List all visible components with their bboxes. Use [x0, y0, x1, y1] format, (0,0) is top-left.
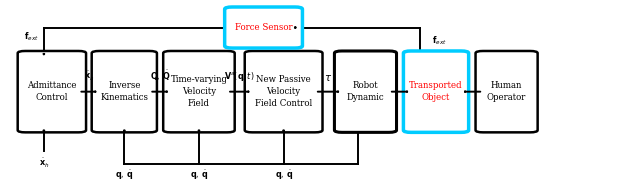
Text: Time-varying
Velocity
Field: Time-varying Velocity Field	[170, 75, 227, 108]
Text: Transported
Object: Transported Object	[409, 81, 463, 102]
Text: Admittance
Control: Admittance Control	[27, 81, 77, 102]
Text: $\dot{\mathbf{x}}_{a}$: $\dot{\mathbf{x}}_{a}$	[84, 69, 94, 82]
Text: $\mathbf{q},\,\dot{\mathbf{q}}$: $\mathbf{q},\,\dot{\mathbf{q}}$	[115, 168, 133, 182]
Text: Inverse
Kinematics: Inverse Kinematics	[100, 81, 148, 102]
FancyBboxPatch shape	[335, 51, 397, 132]
FancyBboxPatch shape	[92, 51, 157, 132]
Text: $\mathbf{Q},\,\dot{\mathbf{Q}}$: $\mathbf{Q},\,\dot{\mathbf{Q}}$	[150, 68, 170, 82]
FancyBboxPatch shape	[225, 7, 303, 48]
Text: $\mathbf{q},\,\dot{\mathbf{q}}$: $\mathbf{q},\,\dot{\mathbf{q}}$	[190, 168, 208, 182]
Text: $\mathbf{q},\,\dot{\mathbf{q}}$: $\mathbf{q},\,\dot{\mathbf{q}}$	[275, 168, 292, 182]
Text: Robot
Dynamic: Robot Dynamic	[347, 81, 384, 102]
FancyBboxPatch shape	[163, 51, 235, 132]
Text: $\mathbf{f}_{ext}$: $\mathbf{f}_{ext}$	[431, 34, 446, 47]
FancyBboxPatch shape	[403, 51, 468, 132]
Text: $\tau$: $\tau$	[324, 73, 333, 82]
FancyBboxPatch shape	[18, 51, 86, 132]
Text: Human
Operator: Human Operator	[487, 81, 526, 102]
Text: $\mathbf{V}^{a}(\mathbf{q},t)$: $\mathbf{V}^{a}(\mathbf{q},t)$	[225, 70, 255, 82]
FancyBboxPatch shape	[244, 51, 323, 132]
Text: $\dot{\mathbf{x}}_{h}$: $\dot{\mathbf{x}}_{h}$	[38, 157, 49, 170]
Text: New Passive
Velocity
Field Control: New Passive Velocity Field Control	[255, 75, 312, 108]
Text: $\mathbf{f}_{ext}$: $\mathbf{f}_{ext}$	[24, 30, 39, 43]
FancyBboxPatch shape	[476, 51, 538, 132]
Text: Force Sensor: Force Sensor	[235, 23, 292, 32]
